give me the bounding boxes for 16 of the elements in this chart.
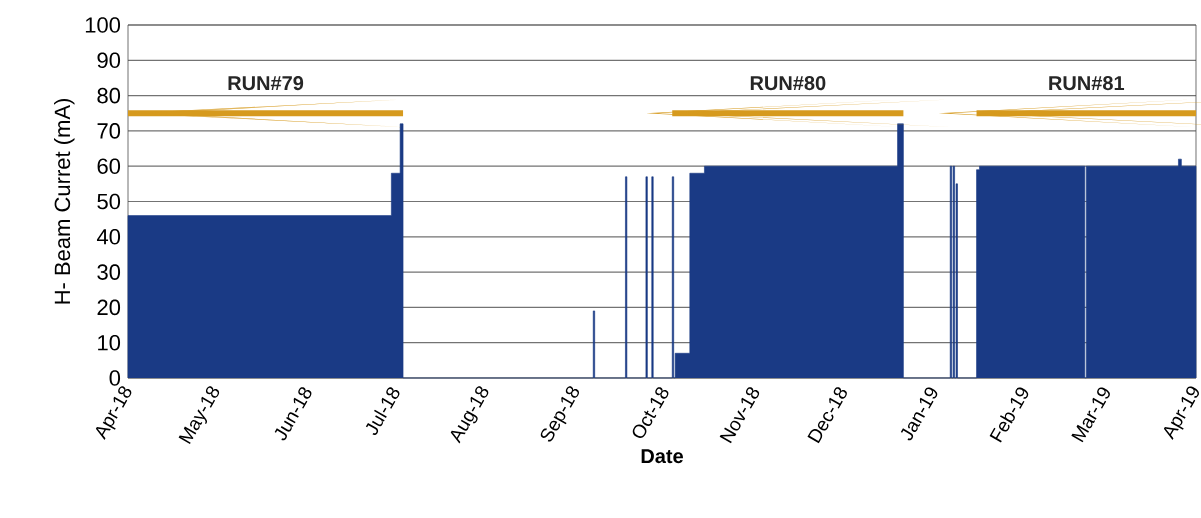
y-axis-title: H- Beam Curret (mA) xyxy=(54,98,75,304)
series-label: RUN#80 xyxy=(750,76,826,91)
y-tick-label: 70 xyxy=(97,123,121,139)
series-label: RUN#79 xyxy=(228,76,304,91)
y-tick-label: 10 xyxy=(98,334,121,351)
y-tick-label: 90 xyxy=(97,52,121,69)
y-tick-label: 20 xyxy=(97,299,121,316)
y-tick-label: 50 xyxy=(97,193,121,210)
y-tick-label: 40 xyxy=(96,229,121,245)
x-axis-title: Date xyxy=(641,449,683,464)
series-label: RUN#81 xyxy=(1049,76,1125,91)
y-tick-label: 30 xyxy=(97,264,121,280)
y-tick-label: 60 xyxy=(97,158,121,174)
y-tick-label: 0 xyxy=(109,370,121,386)
y-tick-label: 100 xyxy=(85,17,121,33)
y-tick-label: 80 xyxy=(97,87,121,104)
